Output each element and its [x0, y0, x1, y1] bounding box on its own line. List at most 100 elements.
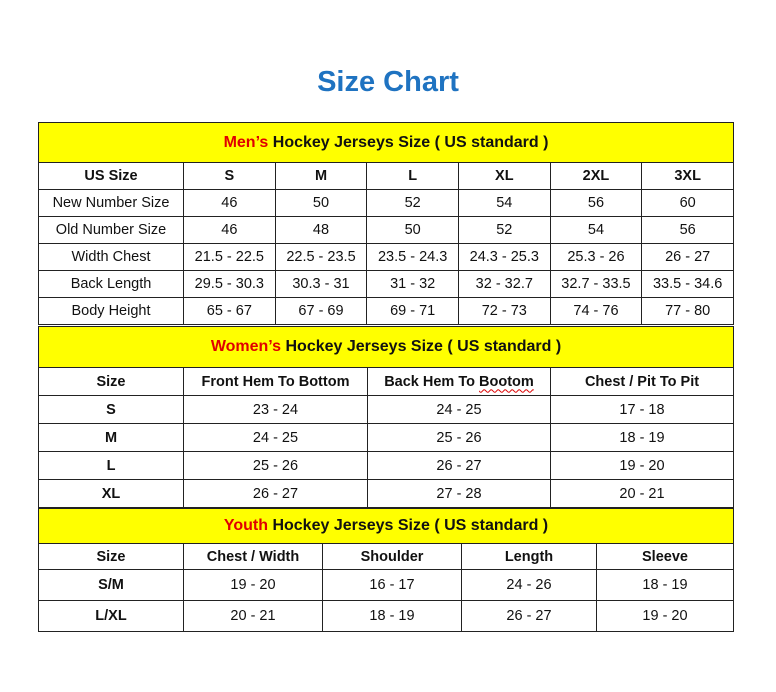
table-row: S 23 - 24 24 - 25 17 - 18 — [38, 395, 734, 424]
mens-section-heading: Men’s Hockey Jerseys Size ( US standard … — [38, 122, 734, 163]
page-title: Size Chart — [317, 66, 459, 98]
value-cell: 23 - 24 — [183, 395, 368, 424]
mens-size-table: Men’s Hockey Jerseys Size ( US standard … — [38, 122, 734, 325]
value-cell: 52 — [366, 189, 459, 217]
value-cell: 19 - 20 — [183, 569, 323, 601]
table-row: Old Number Size 46 48 50 52 54 56 — [38, 216, 734, 244]
row-label-cell: S — [38, 395, 184, 424]
value-cell: 30.3 - 31 — [274, 270, 368, 298]
value-cell: 54 — [457, 189, 551, 217]
header-cell: Shoulder — [322, 543, 462, 570]
value-cell: 24 - 25 — [367, 395, 551, 424]
table-row: L/XL 20 - 21 18 - 19 26 - 27 19 - 20 — [38, 600, 734, 632]
row-label-cell: Back Length — [38, 270, 184, 298]
value-cell: 32 - 32.7 — [457, 270, 551, 298]
header-cell: XL — [457, 162, 551, 190]
header-cell: Size — [38, 367, 184, 396]
row-label-cell: M — [38, 423, 184, 452]
value-cell: 16 - 17 — [322, 569, 462, 601]
row-label-cell: L/XL — [38, 600, 184, 632]
header-cell: Sleeve — [596, 543, 734, 570]
value-cell: 26 - 27 — [183, 479, 368, 508]
header-text: Back Hem To — [384, 373, 480, 390]
value-cell: 29.5 - 30.3 — [183, 270, 276, 298]
value-cell: 74 - 76 — [549, 297, 643, 325]
row-label-cell: L — [38, 451, 184, 480]
value-cell: 27 - 28 — [367, 479, 551, 508]
header-cell: 3XL — [641, 162, 734, 190]
value-cell: 26 - 27 — [367, 451, 551, 480]
value-cell: 46 — [183, 216, 276, 244]
header-cell: Chest / Width — [183, 543, 323, 570]
value-cell: 19 - 20 — [596, 600, 734, 632]
value-cell: 20 - 21 — [183, 600, 323, 632]
header-cell: Chest / Pit To Pit — [550, 367, 734, 396]
value-cell: 54 — [549, 216, 643, 244]
value-cell: 24.3 - 25.3 — [457, 243, 551, 271]
header-cell: Length — [461, 543, 597, 570]
value-cell: 21.5 - 22.5 — [183, 243, 276, 271]
table-row: L 25 - 26 26 - 27 19 - 20 — [38, 451, 734, 480]
youth-header-row: Size Chest / Width Shoulder Length Sleev… — [38, 543, 734, 570]
value-cell: 18 - 19 — [596, 569, 734, 601]
header-cell: S — [183, 162, 276, 190]
header-cell: M — [274, 162, 368, 190]
mens-prefix: Men’s — [223, 133, 269, 151]
youth-prefix: Youth — [223, 517, 268, 534]
mens-header-row: US Size S M L XL 2XL 3XL — [38, 162, 734, 190]
value-cell: 24 - 25 — [183, 423, 368, 452]
value-cell: 17 - 18 — [550, 395, 734, 424]
youth-heading-text: Hockey Jerseys Size ( US standard ) — [268, 517, 549, 534]
value-cell: 26 - 27 — [641, 243, 734, 271]
youth-size-table: Youth Hockey Jerseys Size ( US standard … — [38, 508, 734, 632]
value-cell: 46 — [183, 189, 276, 217]
value-cell: 60 — [641, 189, 734, 217]
value-cell: 25 - 26 — [183, 451, 368, 480]
value-cell: 25.3 - 26 — [549, 243, 643, 271]
value-cell: 67 - 69 — [274, 297, 368, 325]
value-cell: 18 - 19 — [322, 600, 462, 632]
womens-header-row: Size Front Hem To Bottom Back Hem To Boo… — [38, 367, 734, 396]
table-row: Width Chest 21.5 - 22.5 22.5 - 23.5 23.5 - … — [38, 243, 734, 271]
table-row: New Number Size 46 50 52 54 56 60 — [38, 189, 734, 217]
mens-heading-text: Hockey Jerseys Size ( US standard ) — [268, 133, 549, 151]
value-cell: 18 - 19 — [550, 423, 734, 452]
table-row: S/M 19 - 20 16 - 17 24 - 26 18 - 19 — [38, 569, 734, 601]
table-row: XL 26 - 27 27 - 28 20 - 21 — [38, 479, 734, 508]
value-cell: 72 - 73 — [457, 297, 551, 325]
header-cell: L — [366, 162, 459, 190]
table-row: M 24 - 25 25 - 26 18 - 19 — [38, 423, 734, 452]
value-cell: 56 — [641, 216, 734, 244]
value-cell: 69 - 71 — [366, 297, 459, 325]
value-cell: 32.7 - 33.5 — [549, 270, 643, 298]
value-cell: 19 - 20 — [550, 451, 734, 480]
value-cell: 31 - 32 — [366, 270, 459, 298]
row-label-cell: New Number Size — [38, 189, 184, 217]
value-cell: 25 - 26 — [367, 423, 551, 452]
table-row: Back Length 29.5 - 30.3 30.3 - 31 31 - 32 32… — [38, 270, 734, 298]
misspelled-word: Bootom — [479, 373, 534, 390]
value-cell: 52 — [457, 216, 551, 244]
row-label-cell: S/M — [38, 569, 184, 601]
youth-section-heading: Youth Hockey Jerseys Size ( US standard … — [38, 508, 734, 544]
row-label-cell: Body Height — [38, 297, 184, 325]
value-cell: 26 - 27 — [461, 600, 597, 632]
header-cell: Size — [38, 543, 184, 570]
row-label-cell: Width Chest — [38, 243, 184, 271]
header-cell: 2XL — [549, 162, 643, 190]
value-cell: 23.5 - 24.3 — [366, 243, 459, 271]
header-cell: Back Hem To Bootom — [367, 367, 551, 396]
value-cell: 50 — [274, 189, 368, 217]
value-cell: 56 — [549, 189, 643, 217]
value-cell: 24 - 26 — [461, 569, 597, 601]
row-label-cell: Old Number Size — [38, 216, 184, 244]
womens-section-heading: Women’s Hockey Jerseys Size ( US standar… — [38, 326, 734, 368]
value-cell: 20 - 21 — [550, 479, 734, 508]
value-cell: 50 — [366, 216, 459, 244]
table-row: Body Height 65 - 67 67 - 69 69 - 71 72 - 73 7… — [38, 297, 734, 325]
value-cell: 65 - 67 — [183, 297, 276, 325]
row-label-cell: XL — [38, 479, 184, 508]
value-cell: 33.5 - 34.6 — [641, 270, 734, 298]
womens-heading-text: Hockey Jerseys Size ( US standard ) — [281, 338, 562, 355]
value-cell: 77 - 80 — [641, 297, 734, 325]
